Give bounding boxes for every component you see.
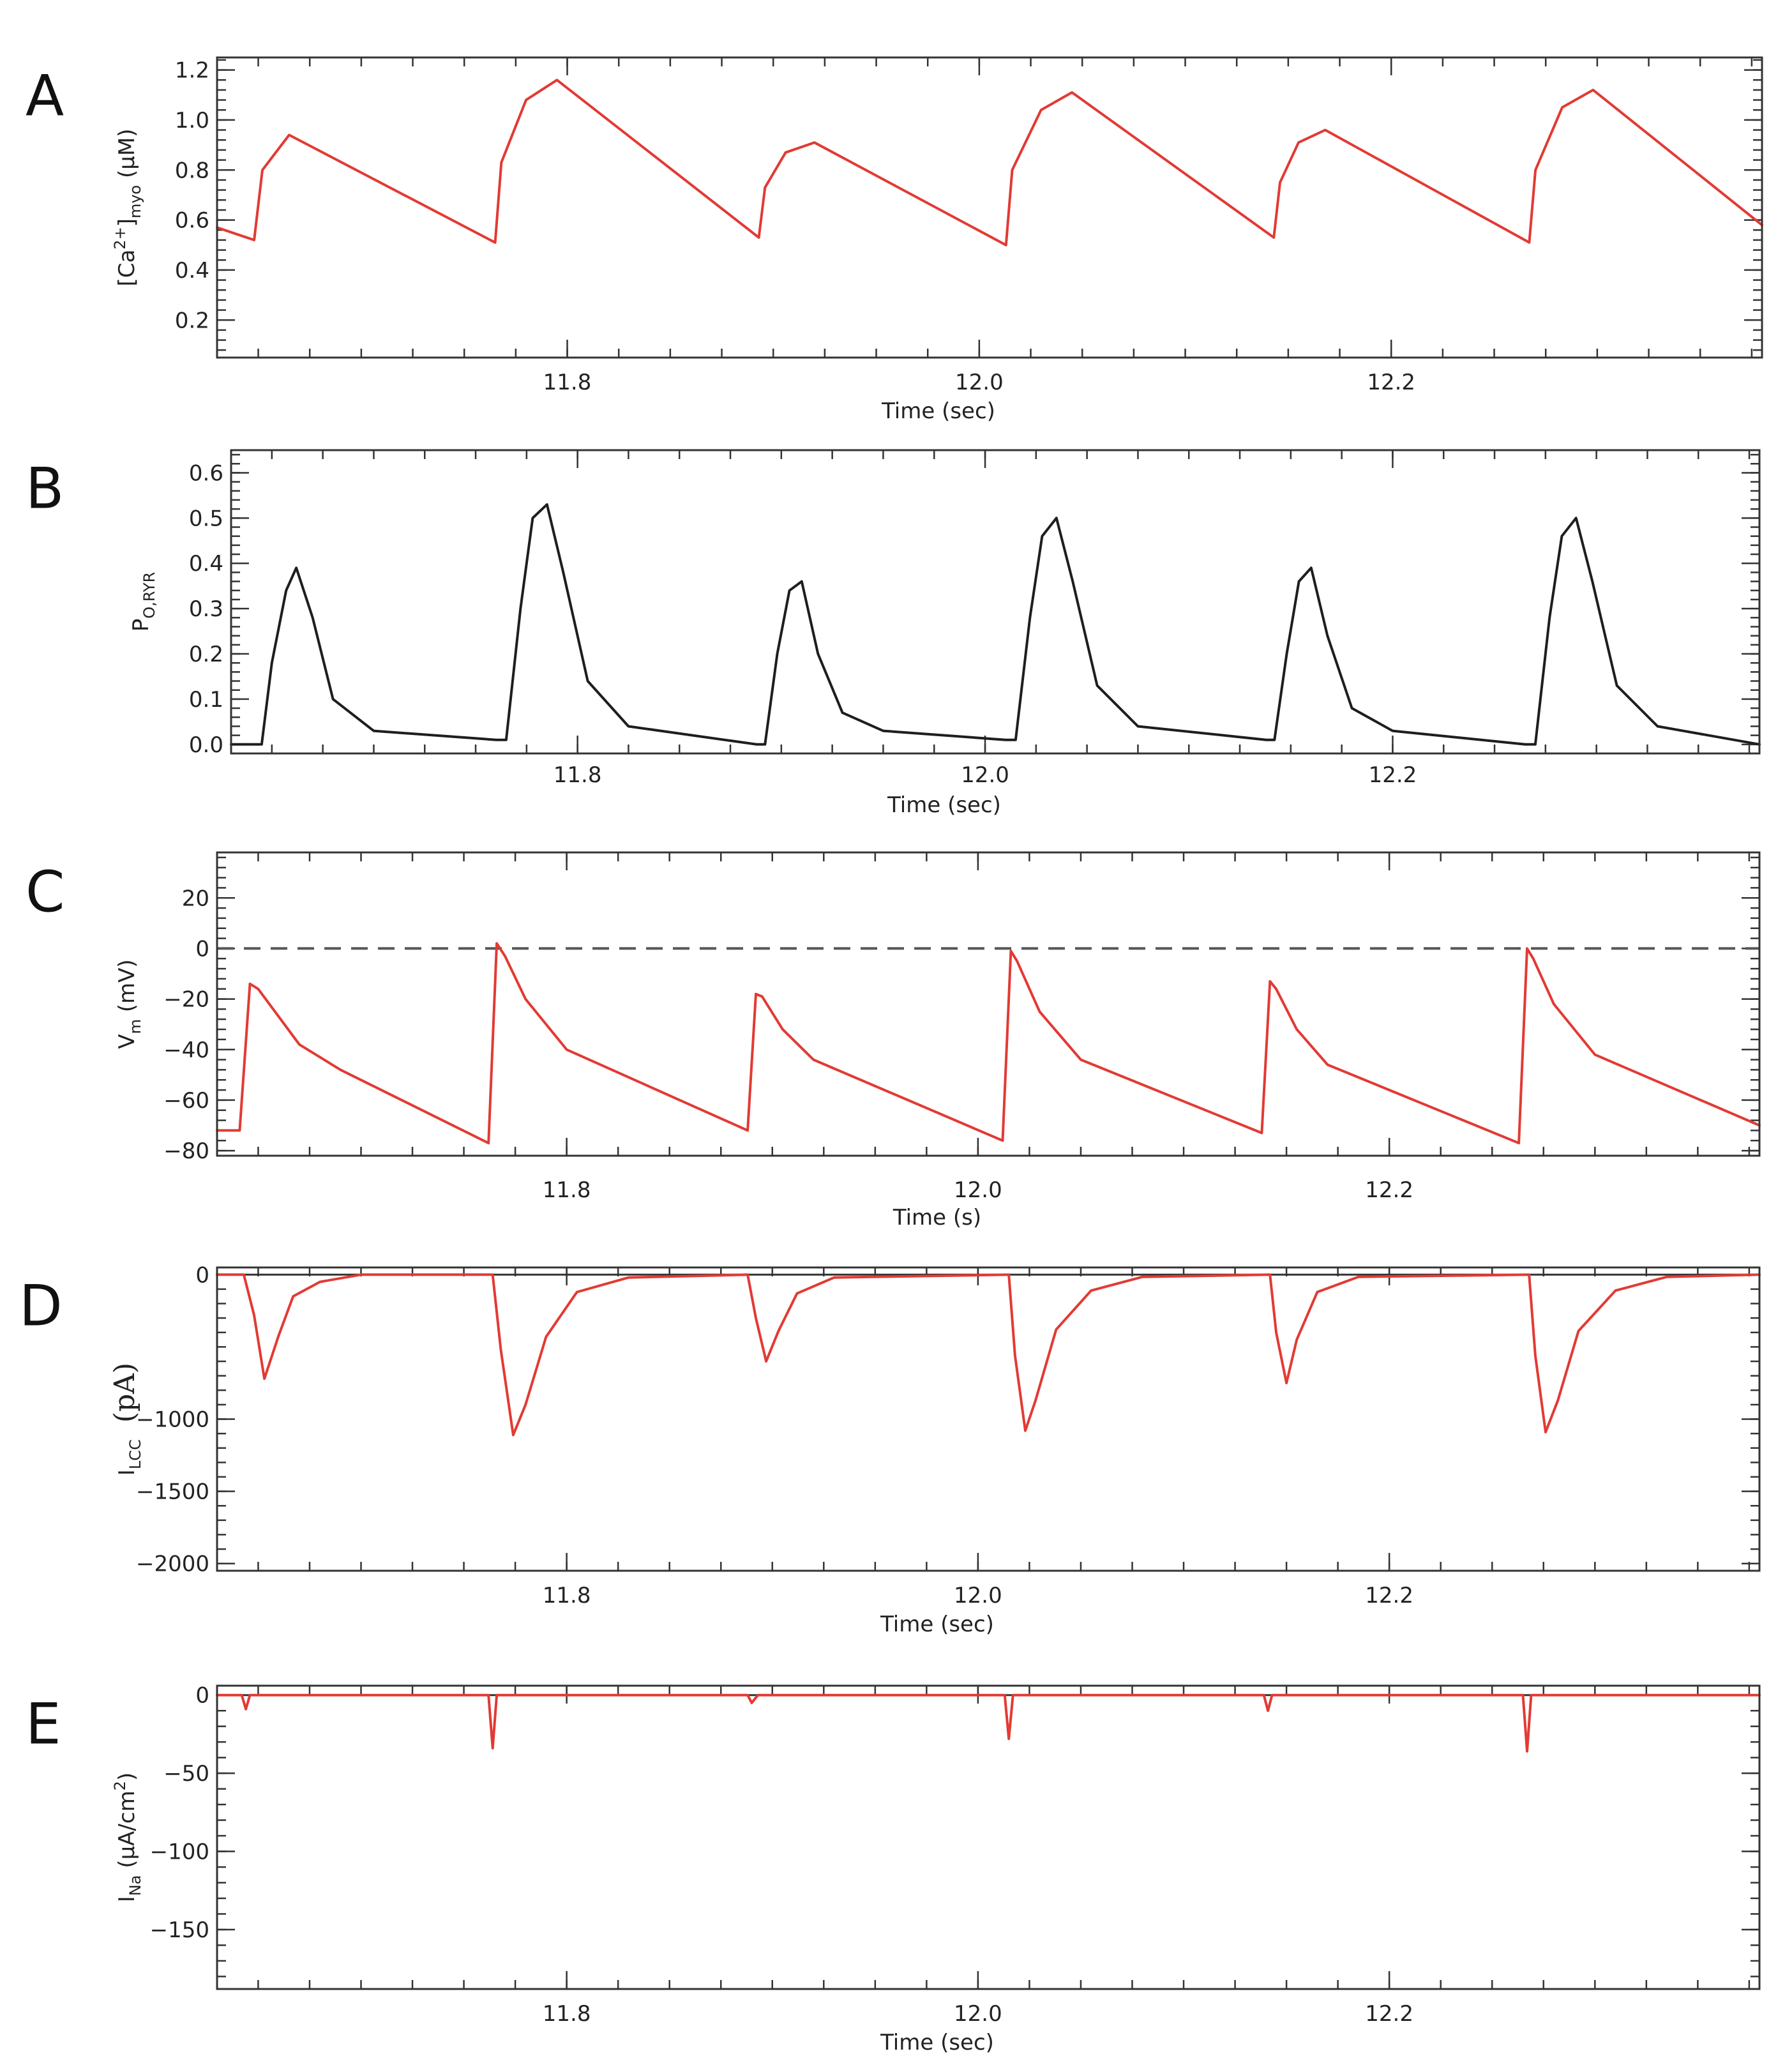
plot-frame — [216, 56, 1763, 359]
y-tick-label: 0.5 — [189, 506, 223, 531]
panel-c: C 11.8 12.0 12.2 −80 −60 −40 −20 0 20 Time (s) Vm (… — [26, 851, 1761, 1230]
y-axis-title: INa (μA/cm2) — [111, 1773, 144, 1902]
panel-letter-a: A — [26, 63, 64, 129]
y-axis-title: [Ca2+]myo (μM) — [111, 128, 144, 286]
x-tick-label: 12.0 — [955, 370, 1004, 395]
x-tick-label: 12.2 — [1365, 1583, 1413, 1608]
series-line-b — [230, 503, 1761, 746]
y-title-main: I — [114, 1469, 140, 1476]
x-tick-label: 12.0 — [954, 2001, 1002, 2027]
y-tick-label: −80 — [163, 1138, 209, 1164]
x-axis-title: Time (sec) — [880, 1612, 994, 1637]
x-tick-label: 12.2 — [1367, 370, 1415, 395]
x-tick-label: 12.0 — [954, 1177, 1002, 1203]
y-title-sub: m — [126, 1019, 144, 1034]
panel-letter-e: E — [26, 1691, 61, 1757]
y-title-close: ) — [114, 1773, 140, 1781]
y-title-unit: (μM) — [114, 128, 140, 185]
series-line-a — [216, 79, 1763, 246]
y-tick-label: −1000 — [136, 1407, 209, 1433]
x-axis-title: Time (sec) — [880, 2030, 994, 2055]
panel-letter-d: D — [19, 1273, 63, 1339]
y-tick-label: 0.8 — [175, 158, 209, 183]
x-tick-label: 11.8 — [543, 370, 592, 395]
y-tick-label: 20 — [182, 886, 209, 911]
y-title-bracket: ] — [114, 218, 140, 227]
panel-letter-c: C — [26, 859, 64, 925]
x-tick-label: 12.2 — [1365, 1177, 1413, 1203]
x-tick-label: 11.8 — [543, 1583, 591, 1608]
x-tick-label: 12.2 — [1365, 2001, 1413, 2027]
y-axis-title: Vm (mV) — [114, 959, 144, 1048]
y-title-unit: (μA/cm — [114, 1790, 140, 1875]
y-tick-label: 0.2 — [189, 642, 223, 667]
y-title-main: V — [114, 1034, 140, 1048]
y-title-main: I — [114, 1896, 140, 1902]
y-title-unit: (mV) — [114, 959, 140, 1019]
y-axis-title: ILCC (pA) — [109, 1363, 144, 1476]
y-title-main: P — [128, 619, 154, 632]
y-title-sup: 2+ — [111, 227, 129, 249]
y-tick-label: 0 — [195, 936, 209, 962]
x-axis-title: Time (sec) — [887, 792, 1001, 818]
series-line-e — [216, 1693, 1761, 1753]
y-title-sup: 2 — [111, 1781, 129, 1790]
y-title-sub: myo — [126, 185, 144, 218]
y-tick-label: −100 — [150, 1840, 209, 1865]
y-tick-label: −2000 — [136, 1552, 209, 1577]
y-title-main: [Ca — [114, 250, 140, 287]
y-axis-title: PO,RYR — [128, 572, 158, 632]
panel-a: A 11.8 12.0 12.2 0.2 0.4 0.6 0.8 1.0 1.2 Time (sec… — [26, 56, 1763, 424]
x-axis-title: Time (sec) — [881, 398, 995, 424]
series-line-c — [216, 942, 1761, 1145]
panel-b: B 11.8 12.0 12.2 0.0 0.1 0.2 0.3 0.4 0.5 0.6 Time (… — [26, 449, 1761, 818]
plot-frame — [216, 1684, 1761, 1990]
y-title-sub: Na — [126, 1875, 144, 1896]
x-tick-label: 12.2 — [1369, 762, 1417, 788]
plot-frame — [216, 851, 1761, 1157]
x-tick-label: 11.8 — [554, 762, 602, 788]
y-tick-label: −1500 — [136, 1479, 209, 1505]
x-axis-title: Time (s) — [892, 1205, 981, 1230]
y-title-unit: (pA) — [109, 1363, 141, 1423]
y-tick-label: 0.6 — [189, 460, 223, 486]
x-tick-label: 11.8 — [543, 2001, 591, 2027]
y-tick-label: 1.0 — [175, 108, 209, 133]
y-tick-label: 0.6 — [175, 208, 209, 234]
y-tick-label: −20 — [163, 987, 209, 1013]
y-tick-label: 0.4 — [175, 258, 209, 284]
plot-frame — [230, 449, 1761, 755]
series-line-d — [216, 1273, 1761, 1437]
y-tick-label: 0.3 — [189, 596, 223, 622]
y-tick-label: 0 — [195, 1262, 209, 1288]
y-tick-label: 0.1 — [189, 687, 223, 713]
panel-d: D 11.8 12.0 12.2 −2000 −1500 −1000 0 Time (sec) I… — [19, 1262, 1761, 1637]
y-title-sub: O,RYR — [140, 572, 158, 619]
y-tick-label: 1.2 — [175, 58, 209, 84]
x-tick-label: 11.8 — [543, 1177, 591, 1203]
y-tick-label: 0.2 — [175, 308, 209, 333]
y-tick-label: 0.4 — [189, 551, 223, 577]
x-tick-label: 12.0 — [961, 762, 1009, 788]
panel-e: E 11.8 12.0 12.2 −150 −100 −50 0 Time (sec) INa (… — [26, 1683, 1761, 2055]
y-tick-label: −50 — [163, 1761, 209, 1787]
y-title-sub: LCC — [126, 1439, 144, 1469]
y-tick-label: −40 — [163, 1038, 209, 1063]
plot-frame — [216, 1266, 1761, 1572]
x-tick-label: 12.0 — [954, 1583, 1002, 1608]
y-tick-label: 0.0 — [189, 732, 223, 758]
panel-letter-b: B — [26, 456, 64, 522]
y-tick-label: −60 — [163, 1088, 209, 1114]
y-tick-label: 0 — [195, 1683, 209, 1709]
y-tick-label: −150 — [150, 1917, 209, 1943]
